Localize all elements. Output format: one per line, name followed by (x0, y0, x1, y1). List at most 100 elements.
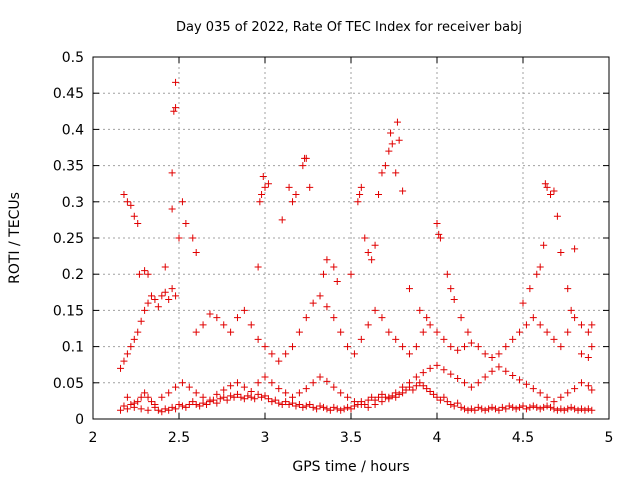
data-point (134, 328, 142, 336)
data-point (522, 380, 530, 388)
data-point (543, 393, 551, 401)
data-point (467, 339, 475, 347)
data-point (275, 357, 283, 365)
data-point (192, 401, 200, 409)
data-point (302, 385, 310, 393)
data-point (223, 396, 231, 404)
x-tick-label: 2 (89, 430, 98, 446)
data-point (172, 78, 180, 86)
data-point (447, 343, 455, 351)
data-point (213, 390, 221, 398)
data-point (419, 328, 427, 336)
data-point (175, 401, 183, 409)
data-point (123, 405, 131, 413)
data-point (454, 346, 462, 354)
x-tick-label: 3 (261, 430, 270, 446)
data-point (364, 396, 372, 404)
data-point (306, 401, 314, 409)
data-point (440, 335, 448, 343)
data-point (319, 403, 327, 411)
data-point (564, 285, 572, 293)
data-point (440, 393, 448, 401)
y-tick-label: 0.15 (53, 303, 84, 319)
data-point (285, 183, 293, 191)
data-point (127, 343, 135, 351)
data-point (498, 403, 506, 411)
data-point (571, 385, 579, 393)
data-point (337, 328, 345, 336)
data-point (316, 292, 324, 300)
data-point (533, 403, 541, 411)
data-point (268, 398, 276, 406)
data-point (571, 245, 579, 253)
data-point (258, 393, 266, 401)
data-point (381, 162, 389, 170)
data-point (302, 314, 310, 322)
data-point (137, 317, 145, 325)
x-tick-label: 4.5 (512, 430, 534, 446)
data-point (550, 405, 558, 413)
data-point (488, 367, 496, 375)
data-point (378, 169, 386, 177)
data-point (502, 405, 510, 413)
data-point (536, 389, 544, 397)
y-tick-label: 0.4 (62, 122, 84, 138)
data-point (399, 383, 407, 391)
data-point (206, 396, 214, 404)
data-point (130, 399, 138, 407)
data-point (574, 406, 582, 414)
data-point (316, 373, 324, 381)
data-point (185, 383, 193, 391)
data-point (289, 393, 297, 401)
y-tick-label: 0.45 (53, 86, 84, 102)
data-point (399, 343, 407, 351)
data-point (577, 321, 585, 329)
data-point (509, 403, 517, 411)
data-point (375, 191, 383, 199)
data-point (292, 402, 300, 410)
data-point (361, 234, 369, 242)
data-point (529, 402, 537, 410)
data-point (220, 386, 228, 394)
data-point (254, 263, 262, 271)
data-point (416, 379, 424, 387)
data-point (309, 299, 317, 307)
data-point (485, 405, 493, 413)
y-tick-label: 0.35 (53, 159, 84, 175)
data-point (405, 285, 413, 293)
data-point (412, 382, 420, 390)
data-point (495, 350, 503, 358)
data-point (330, 314, 338, 322)
data-point (189, 234, 197, 242)
data-point (543, 402, 551, 410)
data-point (368, 393, 376, 401)
data-point (326, 406, 334, 414)
data-point (206, 310, 214, 318)
data-point (464, 406, 472, 414)
data-point (392, 169, 400, 177)
data-point (450, 402, 458, 410)
data-point (337, 406, 345, 414)
plot-frame (92, 56, 610, 420)
data-point (392, 335, 400, 343)
data-point (168, 205, 176, 213)
data-point (289, 198, 297, 206)
data-point (541, 180, 549, 188)
data-point (165, 406, 173, 414)
data-point (557, 343, 565, 351)
data-point (536, 321, 544, 329)
data-point (295, 401, 303, 409)
x-tick-label: 2.5 (168, 430, 190, 446)
data-point (481, 350, 489, 358)
data-point (588, 386, 596, 394)
data-point (393, 118, 401, 126)
data-point (319, 270, 327, 278)
data-point (571, 314, 579, 322)
data-point (161, 288, 169, 296)
data-point (151, 296, 159, 304)
data-point (419, 382, 427, 390)
data-point (295, 389, 303, 397)
data-point (450, 296, 458, 304)
data-point (533, 270, 541, 278)
data-point (357, 183, 365, 191)
